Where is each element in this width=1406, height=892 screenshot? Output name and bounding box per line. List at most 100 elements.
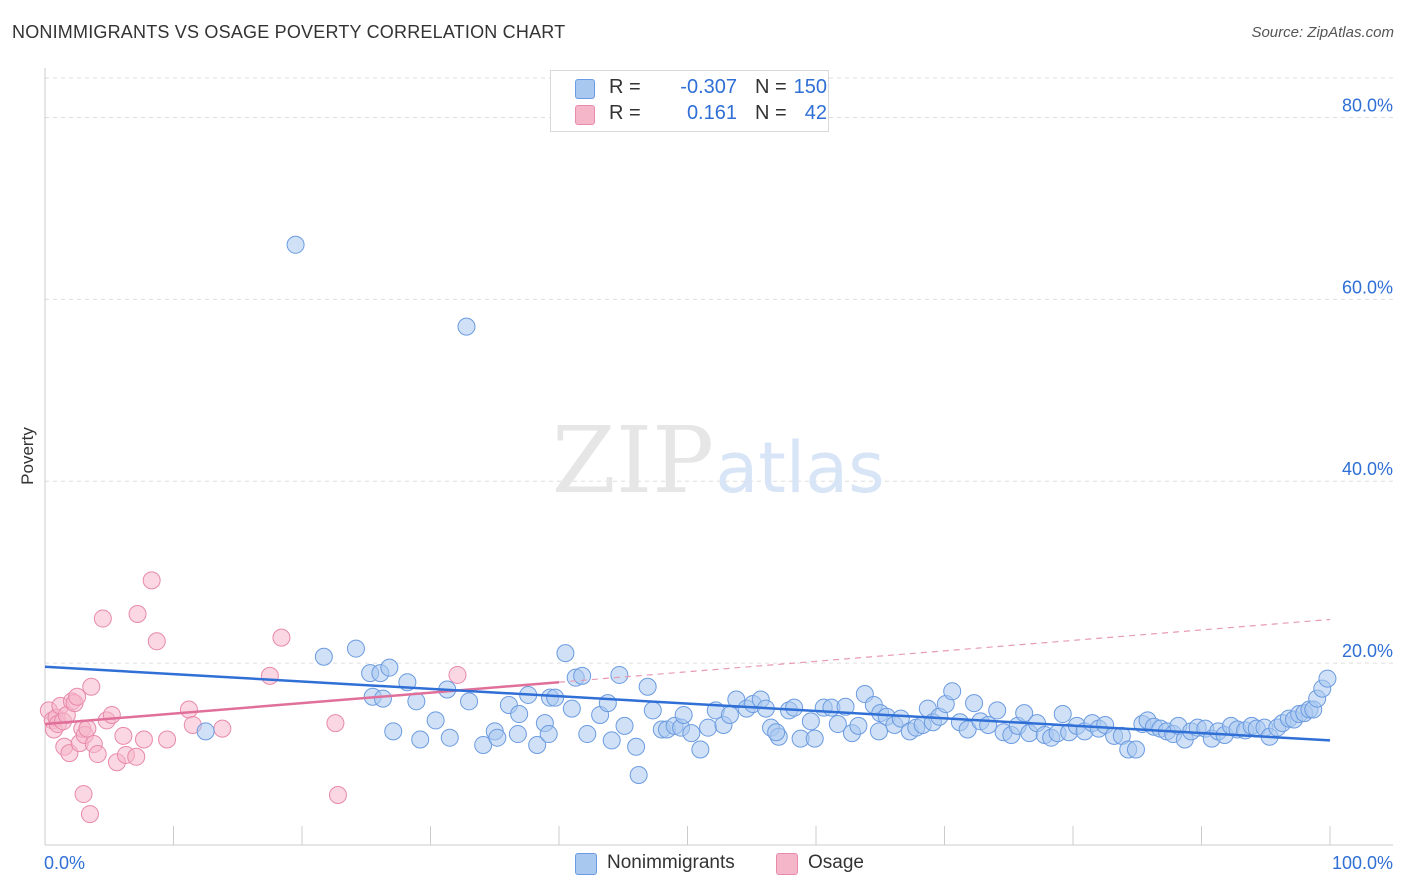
nonimmigrant-point (958, 720, 977, 739)
nonimmigrant-point (602, 731, 621, 750)
nonimmigrant-point (598, 694, 617, 713)
nonimmigrant-point (943, 682, 962, 701)
nonimmigrant-point (627, 737, 646, 756)
x-tick-label-max: 100.0% (1332, 853, 1393, 873)
nonimmigrant-point (460, 692, 479, 711)
legend-r-label: R = (609, 76, 641, 98)
nonimmigrant-point (562, 699, 581, 718)
nonimmigrant-point (629, 765, 648, 784)
nonimmigrant-point (380, 658, 399, 677)
chart-title: NONIMMIGRANTS VS OSAGE POVERTY CORRELATI… (12, 22, 566, 42)
nonimmigrant-point (767, 723, 786, 742)
nonimmigrant-point (691, 740, 710, 759)
y-tick-label: 20.0% (1342, 641, 1393, 661)
bottom-legend-label-nonimmigrants: Nonimmigrants (607, 852, 735, 873)
watermark-zip: ZIP (552, 407, 714, 514)
watermark: ZIP atlas (552, 407, 885, 514)
y-axis-label: Poverty (18, 427, 37, 485)
legend-r-label: R = (609, 102, 641, 124)
nonimmigrant-point (373, 689, 392, 708)
nonimmigrant-point (674, 705, 693, 724)
legend-swatch-nonimmigrants (575, 79, 595, 99)
nonimmigrant-point (869, 722, 888, 741)
legend-r-value: 0.161 (686, 102, 737, 124)
nonimmigrant-point (720, 705, 739, 724)
legend-r-value: -0.307 (680, 76, 737, 98)
osage-points (39, 571, 467, 824)
gridlines (45, 77, 1393, 664)
osage-point (114, 726, 133, 745)
osage-point (272, 628, 291, 647)
osage-point (147, 632, 166, 651)
osage-point (260, 666, 279, 685)
osage-trend-extension (558, 618, 1331, 683)
osage-point (134, 730, 153, 749)
nonimmigrant-point (286, 235, 305, 254)
nonimmigrant-point (965, 694, 984, 713)
osage-trend-line (44, 680, 560, 726)
legend-n-value: 42 (804, 102, 827, 124)
y-tick-label: 60.0% (1342, 277, 1393, 297)
nonimmigrant-point (539, 725, 558, 744)
nonimmigrant-point (836, 697, 855, 716)
nonimmigrant-point (474, 735, 493, 754)
nonimmigrant-point (556, 644, 575, 663)
nonimmigrant-point (615, 716, 634, 735)
nonimmigrant-point (546, 688, 565, 707)
nonimmigrant-point (314, 647, 333, 666)
tick-labels: 20.0% 40.0% 60.0% 80.0% 0.0% 100.0% (44, 95, 1393, 873)
nonimmigrant-point (1318, 669, 1337, 688)
nonimmigrant-point (828, 715, 847, 734)
nonimmigrant-point (508, 725, 527, 744)
bottom-legend-swatch-nonimmigrants (575, 853, 597, 875)
osage-point (102, 705, 121, 724)
nonimmigrant-point (346, 639, 365, 658)
nonimmigrant-point (573, 666, 592, 685)
osage-point (93, 609, 112, 628)
osage-point (78, 719, 97, 738)
osage-point (128, 605, 147, 624)
nonimmigrant-point (785, 698, 804, 717)
osage-point (88, 745, 107, 764)
nonimmigrant-point (801, 712, 820, 731)
nonimmigrant-point (979, 715, 998, 734)
y-tick-label: 80.0% (1342, 95, 1393, 115)
nonimmigrant-point (384, 722, 403, 741)
nonimmigrant-point (643, 701, 662, 720)
nonimmigrant-point (610, 665, 629, 684)
nonimmigrant-point (988, 701, 1007, 720)
bottom-legend-label-osage: Osage (808, 852, 864, 873)
osage-point (127, 747, 146, 766)
osage-point (68, 687, 87, 706)
nonimmigrant-point (578, 725, 597, 744)
nonimmigrant-point (426, 711, 445, 730)
nonimmigrant-point (411, 730, 430, 749)
osage-point (328, 785, 347, 804)
osage-point (80, 805, 99, 824)
nonimmigrant-point (440, 728, 459, 747)
osage-point (74, 785, 93, 804)
y-tick-label: 40.0% (1342, 459, 1393, 479)
legend-n-label: N = (755, 102, 787, 124)
trend-lines (44, 618, 1331, 742)
nonimmigrant-trend-line (44, 665, 1331, 742)
nonimmigrant-point (510, 705, 529, 724)
osage-point (213, 719, 232, 738)
nonimmigrant-point (805, 729, 824, 748)
nonimmigrant-point (849, 716, 868, 735)
nonimmigrant-point (1126, 740, 1145, 759)
nonimmigrant-points (196, 235, 1337, 784)
nonimmigrant-point (528, 735, 547, 754)
osage-point (158, 730, 177, 749)
bottom-legend-swatch-osage (776, 853, 798, 875)
nonimmigrant-point (638, 677, 657, 696)
legend-n-label: N = (755, 76, 787, 98)
osage-point (448, 665, 467, 684)
nonimmigrant-point (457, 317, 476, 336)
x-tick-label-min: 0.0% (44, 853, 85, 873)
nonimmigrant-point (1053, 705, 1072, 724)
source-label: Source: ZipAtlas.com (1251, 24, 1394, 41)
osage-point (142, 571, 161, 590)
nonimmigrant-point (699, 718, 718, 737)
